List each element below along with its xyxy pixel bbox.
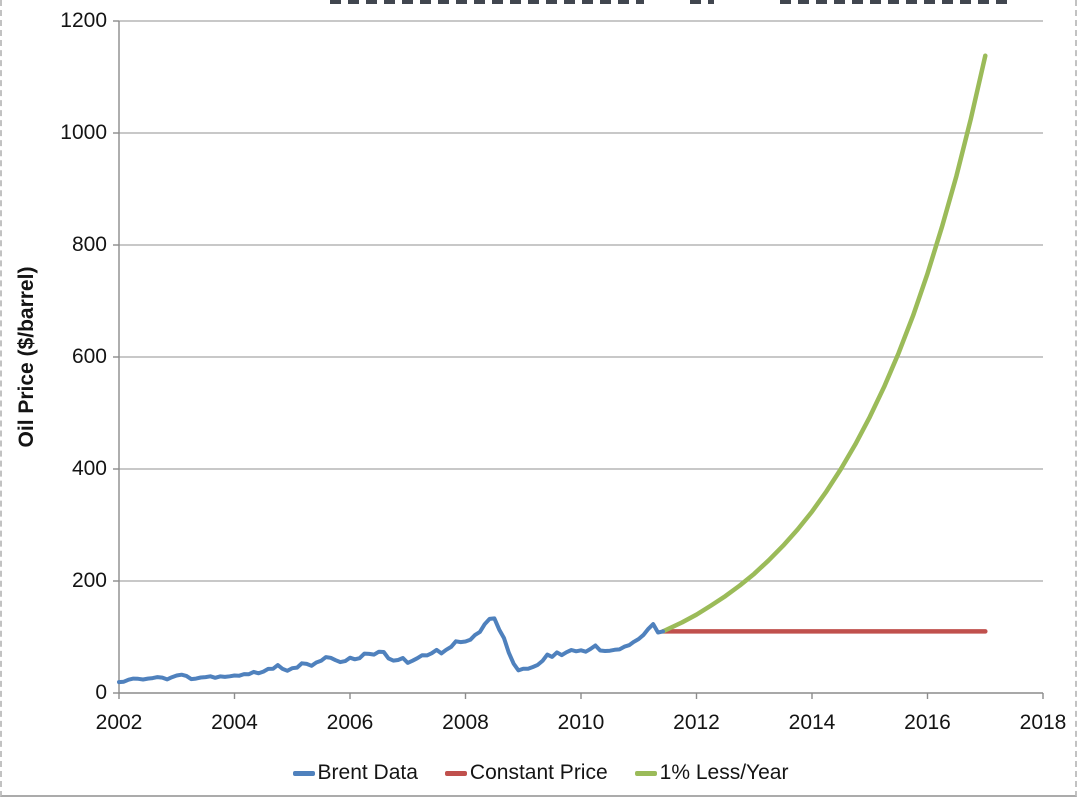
x-tick-label: 2002 <box>95 711 143 734</box>
y-tick-label: 400 <box>71 457 107 480</box>
legend-item-brent-data: Brent Data <box>292 761 418 785</box>
x-tick-label: 2010 <box>557 711 605 734</box>
x-tick-label: 2014 <box>788 711 836 734</box>
x-tick-label: 2006 <box>326 711 374 734</box>
y-tick-label: 800 <box>71 233 107 256</box>
clipped-text-fragment <box>690 0 714 4</box>
legend-line-marker <box>634 770 657 776</box>
y-tick-label: 1000 <box>60 121 107 144</box>
y-tick-label: 0 <box>95 681 107 704</box>
x-tick-label: 2004 <box>211 711 258 734</box>
legend-label: Constant Price <box>469 761 608 784</box>
legend-label: 1% Less/Year <box>659 761 789 784</box>
y-tick-label: 200 <box>71 569 107 592</box>
legend-line-marker <box>292 770 315 776</box>
x-tick-label: 2008 <box>442 711 489 734</box>
x-tick-label: 2018 <box>1019 711 1067 734</box>
y-tick-label: 1200 <box>60 9 107 32</box>
legend-item-1-less-year: 1% Less/Year <box>634 761 789 785</box>
legend-item-constant-price: Constant Price <box>444 761 608 785</box>
series-line-1-less-year <box>660 53 988 634</box>
clipped-text-fragment <box>330 0 644 4</box>
series-line-brent-data <box>117 616 665 685</box>
x-tick-label: 2012 <box>673 711 720 734</box>
legend-label: Brent Data <box>317 761 418 784</box>
y-tick-label: 600 <box>71 345 107 368</box>
chart-legend: Brent Data Constant Price 1% Less/Year <box>2 759 1077 787</box>
legend-line-marker <box>444 770 467 776</box>
x-tick-label: 2016 <box>904 711 951 734</box>
clipped-text-fragment <box>780 0 1008 4</box>
